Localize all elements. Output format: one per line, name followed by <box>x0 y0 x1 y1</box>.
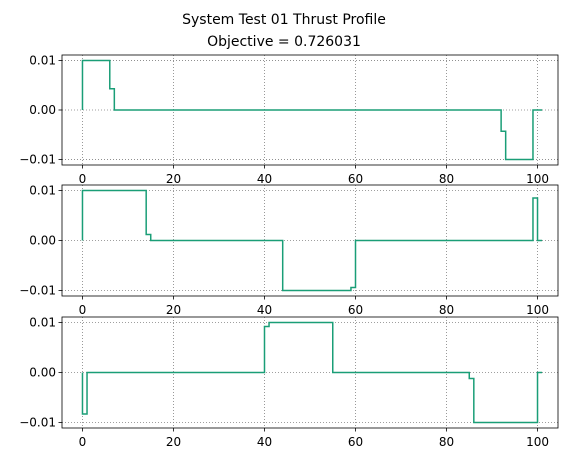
figure-title-line2: Objective = 0.726031 <box>207 34 361 50</box>
series-line <box>81 189 543 292</box>
y-tick-label: 0.00 <box>29 234 56 248</box>
x-tick-label: 100 <box>526 172 549 186</box>
y-tick-label: −0.01 <box>19 284 56 298</box>
subplot-3: 0 20 40 60 80 100 0.01 0.00 −0.01 <box>19 316 559 449</box>
x-tick-label: 0 <box>79 435 87 449</box>
x-tick-label: 80 <box>439 435 454 449</box>
y-tick-label: 0.01 <box>29 54 56 68</box>
y-tick-label: 0.00 <box>29 103 56 117</box>
subplot-1: 0 20 40 60 80 100 0.01 0.00 −0.01 <box>19 54 559 186</box>
y-tick-label: 0.01 <box>29 184 56 198</box>
x-tick-label: 100 <box>526 435 549 449</box>
y-tick-label: −0.01 <box>19 153 56 167</box>
series-line <box>81 59 543 161</box>
x-tick-label: 40 <box>257 435 272 449</box>
y-tick-label: 0.01 <box>29 316 56 330</box>
figure-title-line1: System Test 01 Thrust Profile <box>182 12 386 28</box>
series-line <box>81 321 543 424</box>
y-tick-label: 0.00 <box>29 366 56 380</box>
x-tick-label: 20 <box>166 172 181 186</box>
subplot-2: 0 20 40 60 80 100 0.01 0.00 −0.01 <box>19 184 559 317</box>
x-tick-label: 60 <box>348 435 363 449</box>
x-tick-label: 0 <box>79 303 87 317</box>
x-tick-label: 20 <box>166 435 181 449</box>
x-tick-label: 0 <box>79 172 87 186</box>
x-tick-label: 100 <box>526 303 549 317</box>
x-tick-label: 40 <box>257 303 272 317</box>
x-tick-label: 60 <box>348 303 363 317</box>
y-tick-label: −0.01 <box>19 416 56 430</box>
x-tick-label: 80 <box>439 303 454 317</box>
x-tick-label: 60 <box>348 172 363 186</box>
x-tick-label: 20 <box>166 303 181 317</box>
x-tick-label: 80 <box>439 172 454 186</box>
x-tick-label: 40 <box>257 172 272 186</box>
